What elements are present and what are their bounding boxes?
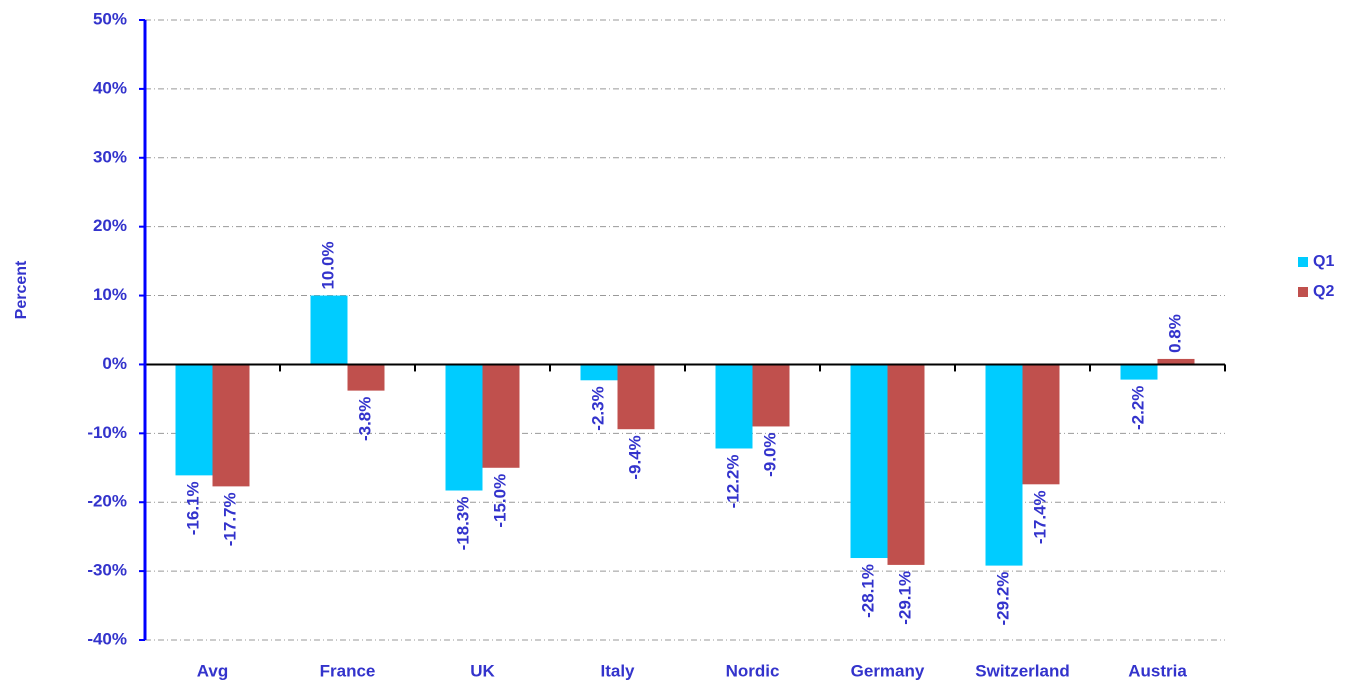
x-tick-label: Austria: [1128, 661, 1187, 680]
value-label: 10.0%: [318, 241, 337, 289]
y-tick-label: 40%: [93, 78, 127, 97]
value-label: -18.3%: [453, 497, 472, 551]
value-label: -29.1%: [895, 571, 914, 625]
bar: [482, 364, 520, 468]
value-label: -17.7%: [220, 492, 239, 546]
bar: [175, 364, 213, 476]
value-label: -15.0%: [490, 474, 509, 528]
y-tick-label: 20%: [93, 216, 127, 235]
x-tick-label: Switzerland: [975, 661, 1069, 680]
bar: [1157, 358, 1195, 365]
x-tick-label: Germany: [851, 661, 925, 680]
bar: [752, 364, 790, 427]
x-tick-label: France: [320, 661, 376, 680]
legend-label: Q2: [1313, 283, 1334, 300]
y-tick-label: 50%: [93, 9, 127, 28]
bar: [715, 364, 753, 449]
x-tick-label: UK: [470, 661, 495, 680]
y-tick-label: -20%: [87, 492, 127, 511]
y-axis-title: Percent: [13, 260, 30, 319]
bar: [445, 364, 483, 491]
bar: [887, 364, 925, 565]
bar: [850, 364, 888, 559]
value-label: -16.1%: [183, 481, 202, 535]
bar: [212, 364, 250, 487]
x-tick-label: Italy: [600, 661, 635, 680]
value-label: -3.8%: [355, 397, 374, 441]
bar: [1022, 364, 1060, 485]
y-tick-label: 10%: [93, 285, 127, 304]
legend-label: Q1: [1313, 253, 1334, 270]
value-label: -17.4%: [1030, 490, 1049, 544]
bar: [985, 364, 1023, 566]
value-label: -2.2%: [1128, 386, 1147, 430]
bar: [310, 295, 348, 365]
y-tick-label: -10%: [87, 423, 127, 442]
bar: [580, 364, 618, 381]
y-tick-label: -30%: [87, 561, 127, 580]
value-label: -29.2%: [993, 572, 1012, 626]
bar: [1120, 364, 1158, 380]
x-tick-label: Avg: [197, 661, 229, 680]
y-tick-label: 0%: [102, 354, 127, 373]
value-label: -9.4%: [625, 435, 644, 479]
value-label: -12.2%: [723, 454, 742, 508]
value-label: -9.0%: [760, 432, 779, 476]
y-tick-label: -40%: [87, 629, 127, 648]
legend-swatch: [1298, 257, 1308, 267]
value-label: -2.3%: [588, 386, 607, 430]
value-label: 0.8%: [1165, 314, 1184, 353]
y-tick-label: 30%: [93, 147, 127, 166]
x-tick-label: Nordic: [726, 661, 780, 680]
legend-swatch: [1298, 287, 1308, 297]
bar: [617, 364, 655, 430]
bar: [347, 364, 385, 391]
value-label: -28.1%: [858, 564, 877, 618]
